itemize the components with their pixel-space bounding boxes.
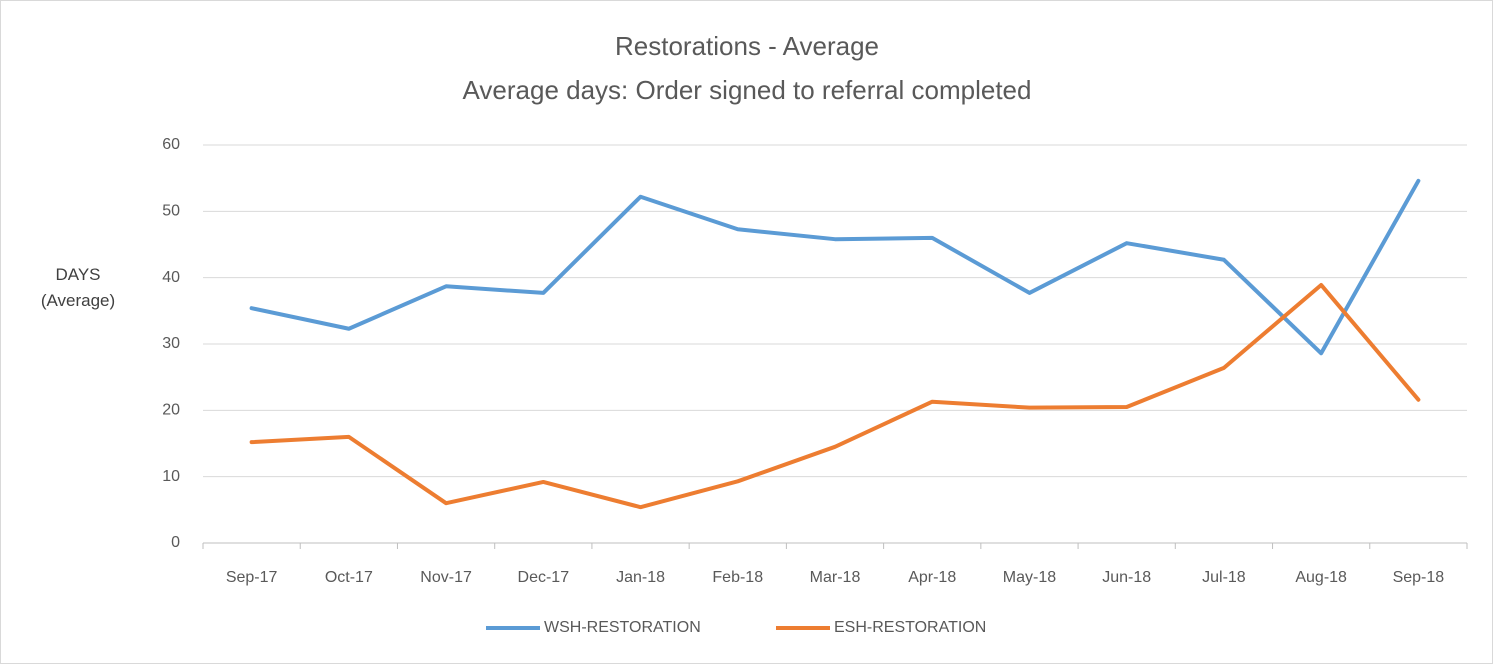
x-tick-label: Jun-18 [1102,569,1151,586]
x-tick-label: May-18 [1003,569,1056,586]
x-tick-label: Aug-18 [1295,569,1347,586]
x-tick-label: Apr-18 [908,569,956,586]
x-tick-label: Nov-17 [420,569,472,586]
chart-title: Restorations - Average [615,31,879,61]
x-tick-label: Feb-18 [712,569,763,586]
x-tick-label: Sep-18 [1393,569,1445,586]
x-tick-label: Sep-17 [226,569,278,586]
x-tick-label: Dec-17 [518,569,570,586]
y-tick-label: 50 [162,203,180,220]
y-tick-label: 60 [162,136,180,153]
data-line [249,282,1421,510]
legend-label: WSH-RESTORATION [544,619,701,636]
y-tick-label: 10 [162,468,180,485]
data-line [249,178,1421,356]
y-tick-label: 30 [162,335,180,352]
y-tick-label: 0 [171,534,180,551]
x-tick-label: Jul-18 [1202,569,1246,586]
chart-subtitle: Average days: Order signed to referral c… [463,75,1032,105]
y-tick-label: 40 [162,269,180,286]
x-tick-label: Jan-18 [616,569,665,586]
y-tick-label: 20 [162,402,180,419]
x-tick-label: Mar-18 [810,569,861,586]
legend-label: ESH-RESTORATION [834,619,986,636]
y-axis-label: DAYS (Average) [40,265,116,310]
x-tick-label: Oct-17 [325,569,373,586]
